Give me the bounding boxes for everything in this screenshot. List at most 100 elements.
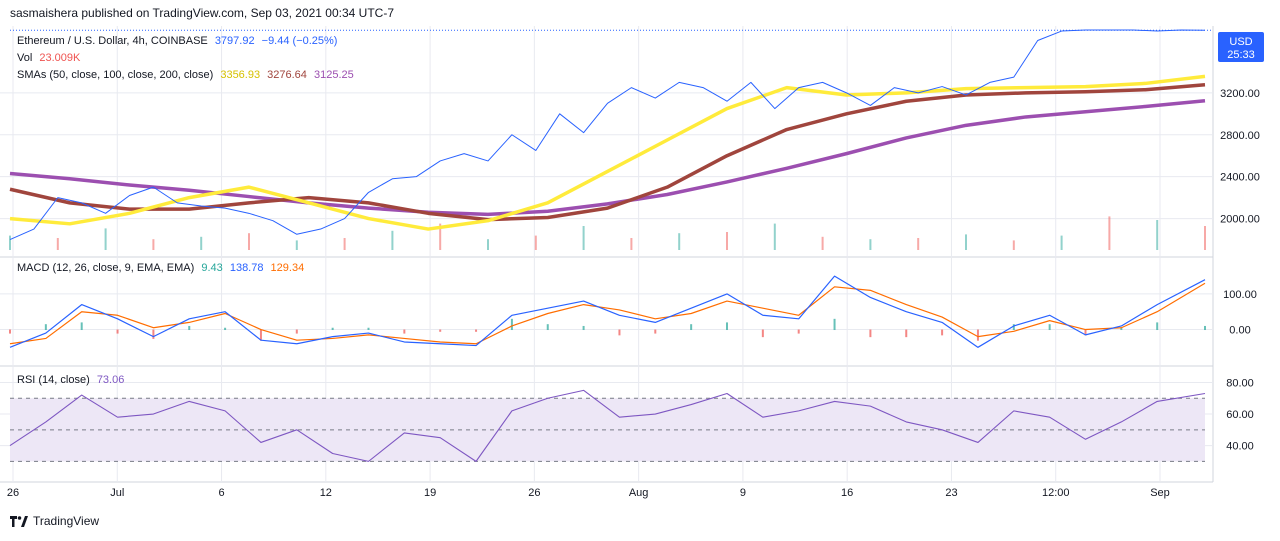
volume-bar <box>1204 226 1206 250</box>
legend-smas: SMAs (50, close, 100, close, 200, close)… <box>17 69 358 81</box>
vol-label: Vol <box>17 52 33 64</box>
footer: TradingView <box>10 514 99 528</box>
macd-histogram-bar <box>797 329 800 334</box>
x-tick-label: Jul <box>110 487 124 499</box>
x-tick-label: 16 <box>841 487 853 499</box>
y-tick-label: 2800.00 <box>1220 130 1260 142</box>
x-tick-label: 19 <box>424 487 436 499</box>
sma200-value: 3125.25 <box>313 69 354 81</box>
volume-bar <box>391 230 394 250</box>
macd-histogram-bar <box>618 329 621 336</box>
y-tick-label: 0.00 <box>1229 325 1250 337</box>
macd-histogram-bar <box>1120 327 1123 331</box>
macd-histogram-bar <box>152 329 155 339</box>
x-tick-label: Sep <box>1150 487 1170 499</box>
volume-bar <box>1156 220 1159 250</box>
macd-histogram-bar <box>761 329 764 338</box>
x-tick-label: 26 <box>7 487 19 499</box>
price-change: −9.44 (−0.25%) <box>261 35 338 47</box>
macd-histogram-bar <box>941 329 944 336</box>
macd-histogram-bar <box>546 324 549 331</box>
rsi-panel[interactable] <box>9 389 1206 462</box>
volume-bar <box>439 223 442 250</box>
macd-histogram-bar <box>188 325 191 331</box>
macd-histogram-bar <box>1204 325 1206 331</box>
x-tick-label: 12 <box>320 487 332 499</box>
sma-label: SMAs (50, close, 100, close, 200, close) <box>17 69 214 81</box>
sma50-line <box>9 74 1206 231</box>
y-tick-label: 80.00 <box>1226 377 1254 389</box>
macd-histogram-bar <box>80 322 83 331</box>
volume-bar <box>343 238 346 250</box>
macd-histogram-bar <box>1048 324 1051 331</box>
price-badge-currency: USD <box>1229 36 1252 48</box>
x-tick-label: 12:00 <box>1042 487 1070 499</box>
price-badge-timer: 25:33 <box>1227 49 1255 61</box>
macd-line-value: 138.78 <box>229 262 264 274</box>
symbol-text: Ethereum / U.S. Dollar, 4h, COINBASE <box>17 35 208 47</box>
macd-histogram-bar <box>976 329 979 341</box>
volume-bar <box>1012 240 1015 250</box>
macd-histogram-bar <box>869 329 872 338</box>
macd-histogram-bar <box>331 327 334 331</box>
volume-bar <box>200 236 203 250</box>
macd-signal-value: 129.34 <box>270 262 305 274</box>
sma50-value: 3356.93 <box>220 69 261 81</box>
volume-bar <box>869 239 872 250</box>
x-tick-label: 26 <box>528 487 540 499</box>
macd-histogram-bar <box>726 322 728 331</box>
rsi-value: 73.06 <box>96 374 125 386</box>
x-tick-label: 23 <box>945 487 957 499</box>
brand-text: TradingView <box>33 514 100 528</box>
x-tick-label: 9 <box>740 487 746 499</box>
rsi-line <box>9 389 1206 462</box>
volume-bar <box>726 232 728 250</box>
macd-histogram-bar <box>475 329 478 332</box>
y-tick-label: 40.00 <box>1226 441 1254 453</box>
macd-histogram-bar <box>833 318 836 331</box>
macd-histogram-bar <box>905 329 908 338</box>
macd-histogram-bar <box>9 329 11 334</box>
vol-value: 23.009K <box>39 52 81 64</box>
macd-histogram-bar <box>403 329 406 334</box>
macd-histogram-bar <box>439 329 442 332</box>
y-tick-label: 2000.00 <box>1220 214 1260 226</box>
volume-bars <box>9 216 1206 250</box>
sma100-value: 3276.64 <box>267 69 307 81</box>
y-tick-label: 60.00 <box>1226 409 1254 421</box>
macd-histogram-bar <box>224 327 227 331</box>
rsi-label: RSI (14, close) <box>17 374 90 386</box>
volume-bar <box>582 226 585 250</box>
macd-histogram-bar <box>116 329 119 334</box>
volume-bar <box>56 238 59 250</box>
volume-bar <box>821 236 824 250</box>
y-tick-label: 3200.00 <box>1220 88 1260 100</box>
last-price: 3797.92 <box>214 35 255 47</box>
volume-bar <box>630 238 633 250</box>
volume-bar <box>295 240 298 250</box>
macd-panel[interactable] <box>9 275 1206 348</box>
volume-bar <box>104 228 107 250</box>
legend-volume: Vol 23.009K <box>17 52 84 64</box>
legend-rsi: RSI (14, close) 73.06 <box>17 374 128 386</box>
macd-histogram-bar <box>510 318 513 331</box>
tradingview-logo-icon <box>10 515 28 527</box>
macd-histogram-bar <box>1012 324 1015 331</box>
macd-histogram-bar <box>654 329 657 334</box>
volume-bar <box>248 233 250 250</box>
volume-bar <box>773 223 776 250</box>
volume-bar <box>152 239 155 250</box>
macd-histogram-bar <box>1084 329 1087 336</box>
price-badge <box>1218 32 1264 62</box>
macd-histogram-bar <box>367 327 370 331</box>
macd-histogram-bar <box>1156 322 1159 331</box>
macd-histogram-bar <box>582 325 585 331</box>
volume-bar <box>9 235 11 250</box>
volume-bar <box>1108 216 1111 250</box>
macd-hist-value: 9.43 <box>201 262 223 274</box>
macd-signal-line <box>9 282 1206 345</box>
volume-bar <box>965 234 967 250</box>
macd-histogram-bar <box>295 329 298 334</box>
